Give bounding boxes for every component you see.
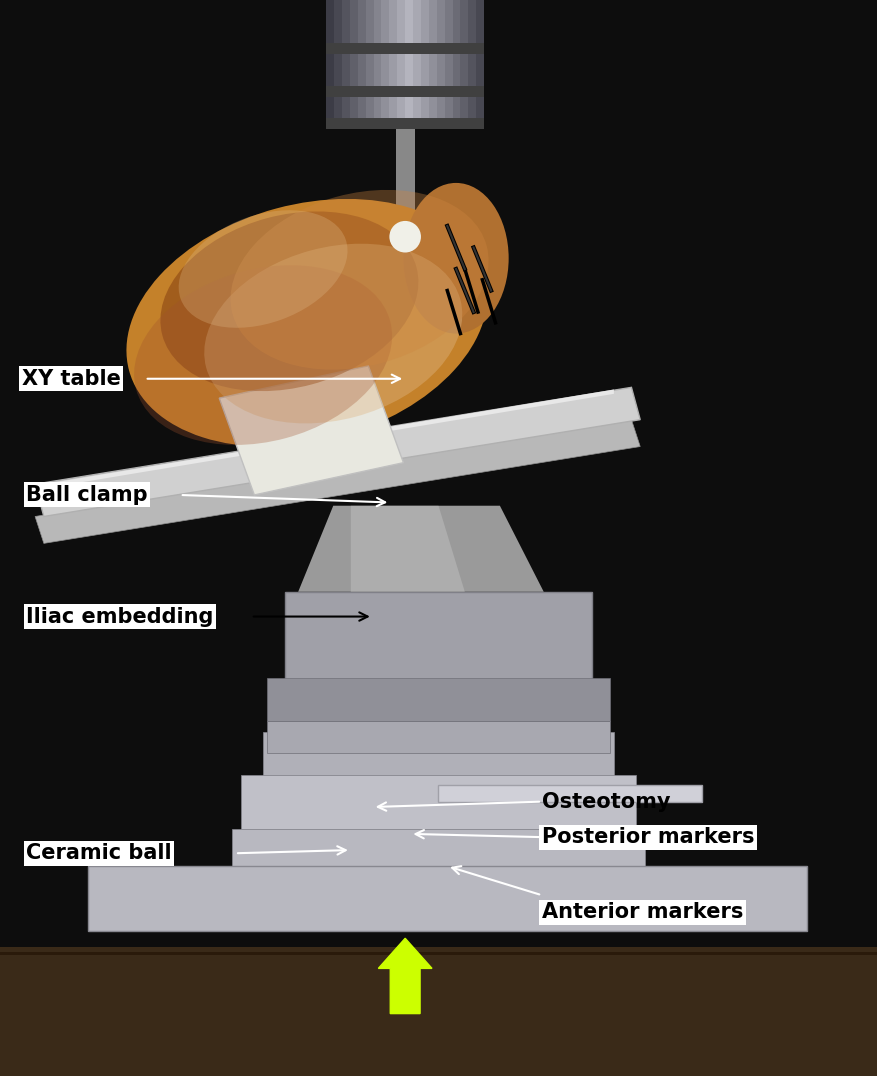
- Bar: [476, 0, 484, 129]
- Bar: [263, 732, 614, 775]
- Bar: [0, 952, 877, 955]
- Bar: [241, 775, 636, 829]
- Bar: [342, 0, 350, 129]
- Polygon shape: [351, 506, 465, 592]
- Ellipse shape: [403, 183, 509, 334]
- Bar: [396, 129, 415, 226]
- Ellipse shape: [204, 243, 462, 424]
- Bar: [438, 785, 702, 802]
- Bar: [429, 0, 437, 129]
- Text: XY table: XY table: [22, 369, 121, 388]
- Bar: [413, 0, 421, 129]
- Text: Anterior markers: Anterior markers: [542, 903, 744, 922]
- Ellipse shape: [134, 265, 392, 445]
- Bar: [445, 0, 453, 129]
- Bar: [397, 0, 405, 129]
- Text: Posterior markers: Posterior markers: [542, 827, 754, 847]
- Bar: [285, 592, 592, 699]
- Bar: [381, 0, 389, 129]
- Bar: [453, 0, 460, 129]
- Polygon shape: [219, 366, 403, 495]
- Polygon shape: [35, 420, 640, 543]
- Text: Iliac embedding: Iliac embedding: [26, 607, 214, 626]
- Bar: [468, 0, 476, 129]
- Bar: [326, 118, 484, 129]
- Bar: [0, 947, 877, 1076]
- Bar: [232, 829, 645, 866]
- Bar: [389, 0, 397, 129]
- Circle shape: [383, 210, 427, 253]
- Bar: [326, 43, 484, 54]
- Ellipse shape: [231, 189, 488, 370]
- FancyArrow shape: [378, 938, 432, 1014]
- Bar: [267, 678, 610, 721]
- Bar: [326, 0, 334, 129]
- Circle shape: [389, 221, 421, 253]
- Text: Osteotomy: Osteotomy: [542, 792, 671, 811]
- Polygon shape: [298, 506, 544, 592]
- Polygon shape: [44, 390, 614, 489]
- Bar: [350, 0, 358, 129]
- Text: Ball clamp: Ball clamp: [26, 485, 148, 505]
- Ellipse shape: [126, 199, 488, 447]
- Bar: [88, 866, 807, 931]
- Bar: [460, 0, 468, 129]
- Bar: [374, 0, 381, 129]
- Ellipse shape: [179, 210, 347, 328]
- Ellipse shape: [160, 211, 418, 392]
- Bar: [421, 0, 429, 129]
- Bar: [405, 0, 413, 129]
- Polygon shape: [35, 387, 640, 516]
- Bar: [267, 721, 610, 753]
- Text: Ceramic ball: Ceramic ball: [26, 844, 172, 863]
- Bar: [326, 86, 484, 97]
- Bar: [437, 0, 445, 129]
- Circle shape: [392, 218, 418, 244]
- Bar: [358, 0, 366, 129]
- Bar: [334, 0, 342, 129]
- Bar: [366, 0, 374, 129]
